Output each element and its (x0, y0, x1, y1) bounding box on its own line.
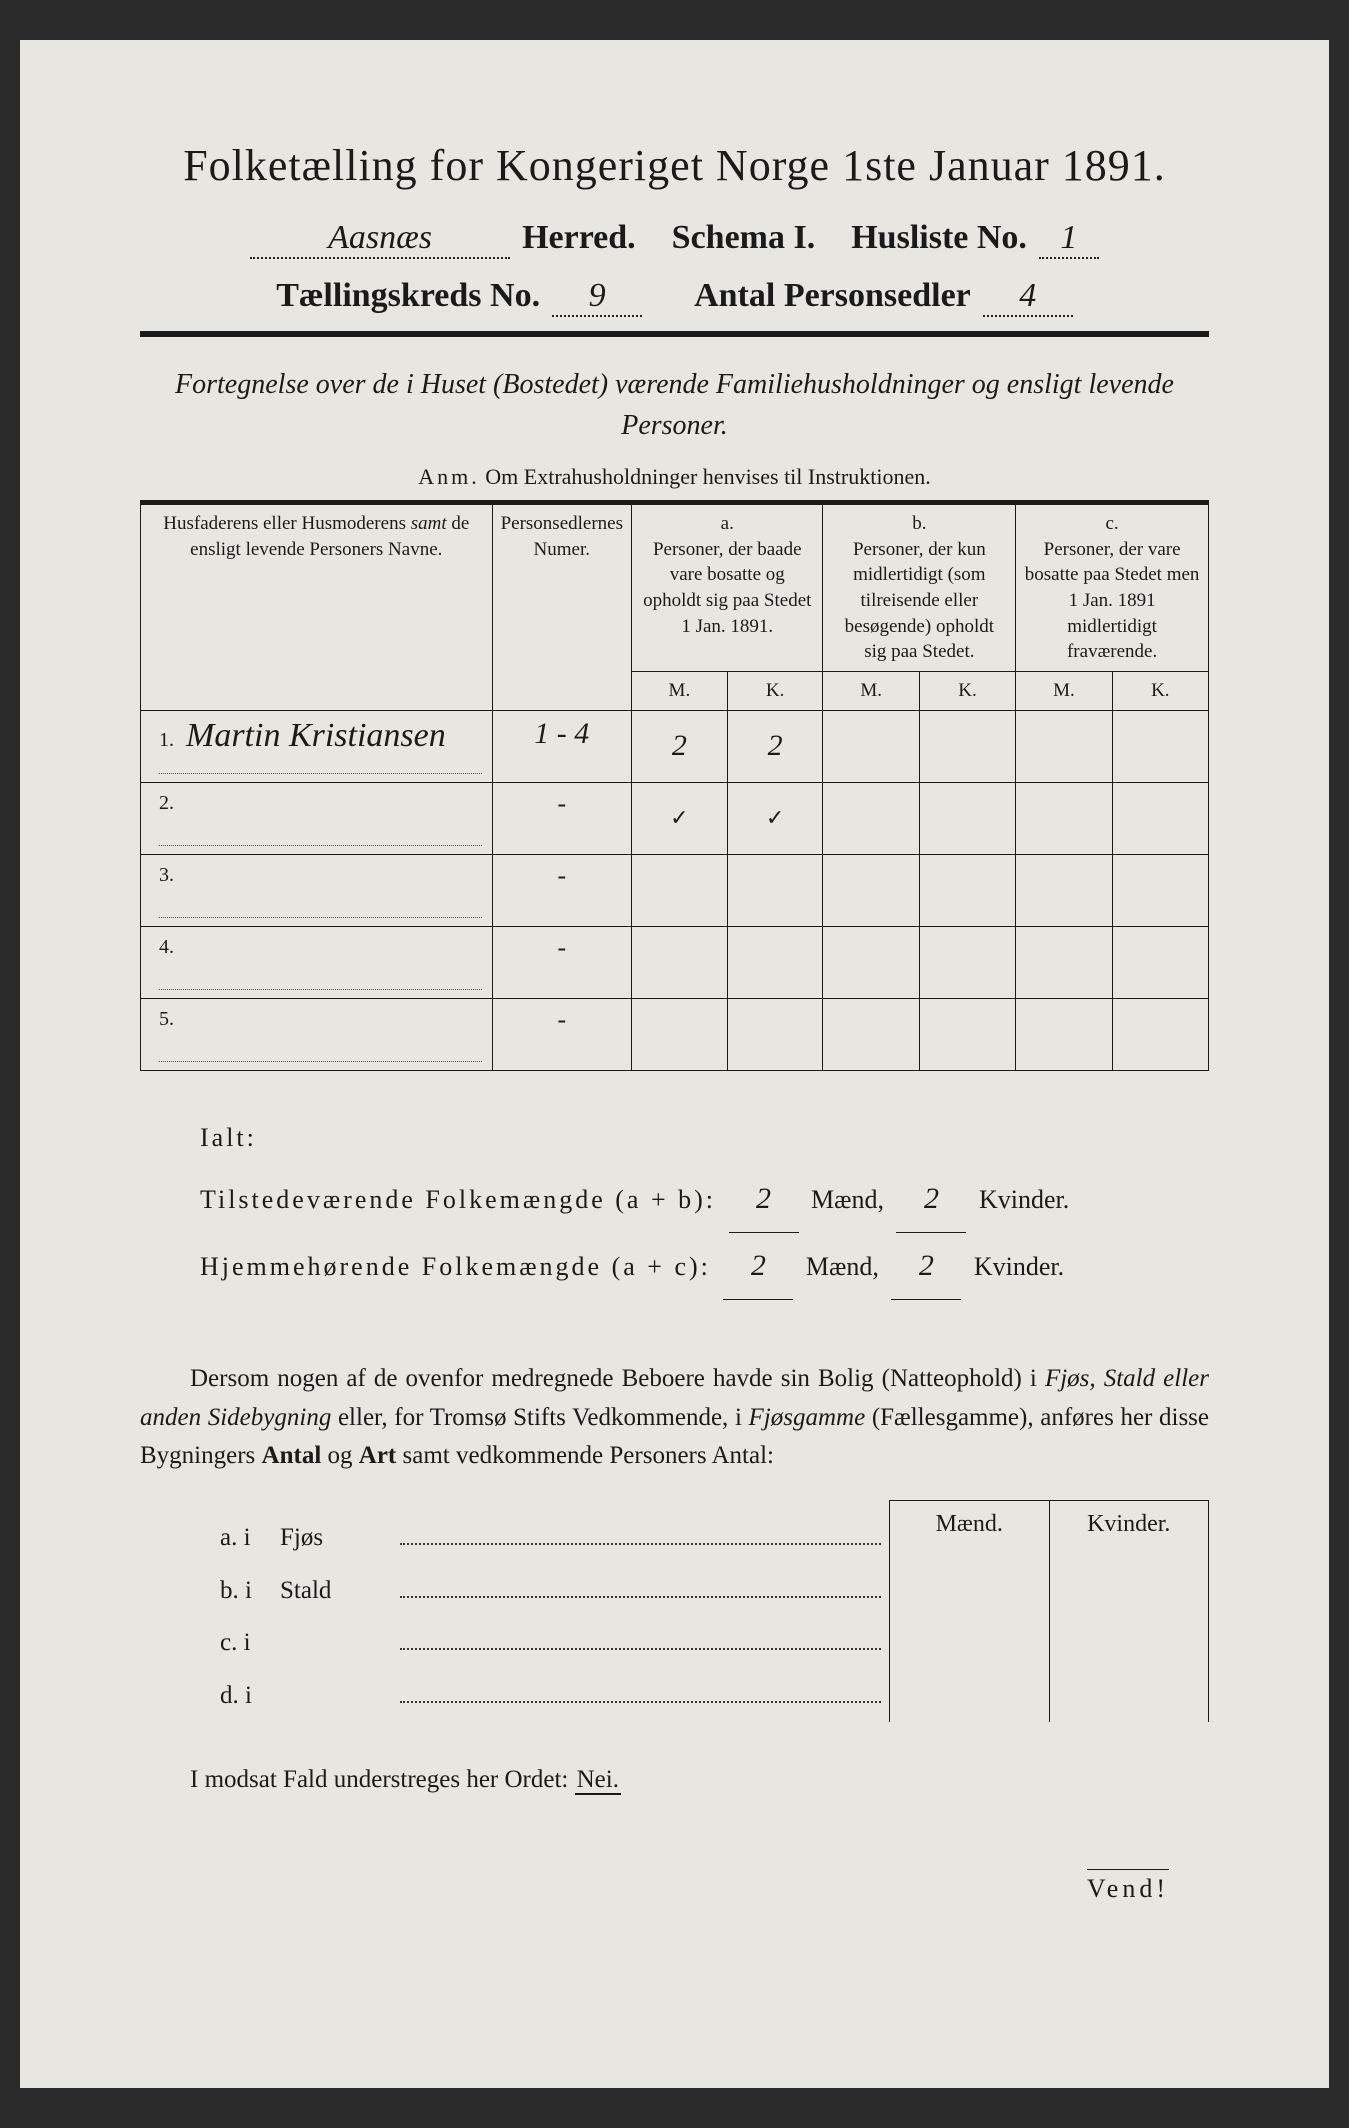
table-row: 3.- (141, 854, 1209, 926)
cell-name: 4. (141, 926, 493, 998)
table-row: 4.- (141, 926, 1209, 998)
header-line-1: Aasnæs Herred. Schema I. Husliste No. 1 (140, 219, 1209, 259)
building-table: a. iFjøsb. iStaldc. id. i Mænd. Kvinder. (140, 1500, 1209, 1722)
mk-c: M.K. (1016, 672, 1209, 711)
t1-maend-label: Mænd, (811, 1185, 884, 1214)
cell-mk (632, 998, 823, 1070)
cell-name: 1.Martin Kristiansen (141, 710, 493, 782)
cell-mk (823, 854, 1016, 926)
cell-num: - (492, 782, 631, 854)
t2-kvinder-value: 2 (891, 1233, 961, 1300)
col-c-text: Personer, der vare bosatte paa Stedet me… (1024, 537, 1200, 665)
vend-label: Vend! (140, 1874, 1209, 1904)
kreds-label: Tællingskreds No. (276, 277, 540, 315)
cell-mk: 22 (632, 710, 823, 782)
t2-maend-value: 2 (723, 1233, 793, 1300)
final-text: I modsat Fald understreges her Ordet: (190, 1766, 568, 1793)
cell-name: 5. (141, 998, 493, 1070)
building-row: b. iStald (220, 1565, 889, 1618)
col-b-letter: b. (831, 511, 1007, 537)
building-row: d. i (220, 1670, 889, 1723)
cell-name: 3. (141, 854, 493, 926)
cell-mk (823, 926, 1016, 998)
mk-b: M.K. (823, 672, 1016, 711)
t2-kvinder-label: Kvinder. (974, 1252, 1064, 1281)
t2-maend-label: Mænd, (806, 1252, 879, 1281)
building-paragraph: Dersom nogen af de ovenfor medregnede Be… (140, 1360, 1209, 1476)
col-header-number: Personsedlernes Numer. (492, 503, 631, 710)
sedler-label: Antal Personsedler (694, 277, 971, 315)
c-m: M. (1016, 672, 1112, 710)
page-title: Folketælling for Kongeriget Norge 1ste J… (140, 140, 1209, 191)
a-k: K. (728, 672, 823, 710)
cell-mk (823, 998, 1016, 1070)
t1-kvinder-value: 2 (896, 1166, 966, 1233)
cell-mk (1016, 710, 1209, 782)
cell-num: - (492, 854, 631, 926)
totals-block: Ialt: Tilstedeværende Folkemængde (a + b… (140, 1109, 1209, 1300)
herred-label: Herred. (522, 219, 636, 257)
building-maend-col: Mænd. (890, 1501, 1050, 1722)
cell-name: 2. (141, 782, 493, 854)
totals-line-1: Tilstedeværende Folkemængde (a + b): 2 M… (200, 1166, 1209, 1233)
t2-label: Hjemmehørende Folkemængde (a + c): (200, 1252, 711, 1281)
col-header-b: b. Personer, der kun midlertidigt (som t… (823, 503, 1016, 672)
subtitle: Fortegnelse over de i Huset (Bostedet) v… (140, 365, 1209, 446)
cell-num: - (492, 998, 631, 1070)
vend-text: Vend! (1087, 1869, 1169, 1903)
col-b-text: Personer, der kun midlertidigt (som tilr… (831, 537, 1007, 665)
col-header-name: Husfaderens eller Husmoderens samt de en… (141, 503, 493, 710)
cell-mk (1016, 926, 1209, 998)
census-form-page: Folketælling for Kongeriget Norge 1ste J… (20, 40, 1329, 2088)
cell-mk (823, 710, 1016, 782)
husliste-label: Husliste No. (851, 219, 1027, 257)
b-k: K. (920, 672, 1015, 710)
husliste-value: 1 (1039, 221, 1099, 259)
cell-mk (632, 854, 823, 926)
col-a-letter: a. (640, 511, 814, 537)
table-row: 1.Martin Kristiansen1 - 422 (141, 710, 1209, 782)
t1-maend-value: 2 (729, 1166, 799, 1233)
t1-label: Tilstedeværende Folkemængde (a + b): (200, 1185, 716, 1214)
census-table: Husfaderens eller Husmoderens samt de en… (140, 500, 1209, 1070)
a-m: M. (632, 672, 728, 710)
kreds-value: 9 (552, 279, 642, 317)
b-m: M. (823, 672, 919, 710)
table-row: 2.-✓✓ (141, 782, 1209, 854)
schema-label: Schema I. (672, 219, 816, 257)
table-body: 1.Martin Kristiansen1 - 4222.-✓✓3.-4.-5.… (141, 710, 1209, 1070)
anm-label: Anm. (418, 464, 480, 489)
building-rows: a. iFjøsb. iStaldc. id. i (140, 1500, 889, 1722)
herred-value: Aasnæs (250, 221, 510, 259)
col-header-a: a. Personer, der baade vare bosatte og o… (632, 503, 823, 672)
header-line-2: Tællingskreds No. 9 Antal Personsedler 4 (140, 277, 1209, 317)
cell-mk (632, 926, 823, 998)
t1-kvinder-label: Kvinder. (979, 1185, 1069, 1214)
sedler-value: 4 (983, 279, 1073, 317)
divider (140, 331, 1209, 337)
final-nei: Nei. (575, 1766, 621, 1795)
cell-mk (1016, 782, 1209, 854)
cell-num: - (492, 926, 631, 998)
annotation-line: Anm. Om Extrahusholdninger henvises til … (140, 464, 1209, 490)
totals-line-2: Hjemmehørende Folkemængde (a + c): 2 Mæn… (200, 1233, 1209, 1300)
building-mk-box: Mænd. Kvinder. (889, 1500, 1209, 1722)
anm-text: Om Extrahusholdninger henvises til Instr… (485, 464, 930, 489)
col-c-letter: c. (1024, 511, 1200, 537)
table-row: 5.- (141, 998, 1209, 1070)
cell-mk: ✓✓ (632, 782, 823, 854)
c-k: K. (1113, 672, 1208, 710)
col-header-c: c. Personer, der vare bosatte paa Stedet… (1016, 503, 1209, 672)
building-kvinder-col: Kvinder. (1050, 1501, 1209, 1722)
final-line: I modsat Fald understreges her Ordet: Ne… (140, 1766, 1209, 1794)
col-a-text: Personer, der baade vare bosatte og opho… (640, 537, 814, 640)
cell-mk (1016, 854, 1209, 926)
building-row: a. iFjøs (220, 1512, 889, 1565)
ialt-label: Ialt: (200, 1109, 1209, 1166)
cell-num: 1 - 4 (492, 710, 631, 782)
building-row: c. i (220, 1617, 889, 1670)
cell-mk (1016, 998, 1209, 1070)
mk-a: M.K. (632, 672, 823, 711)
cell-mk (823, 782, 1016, 854)
